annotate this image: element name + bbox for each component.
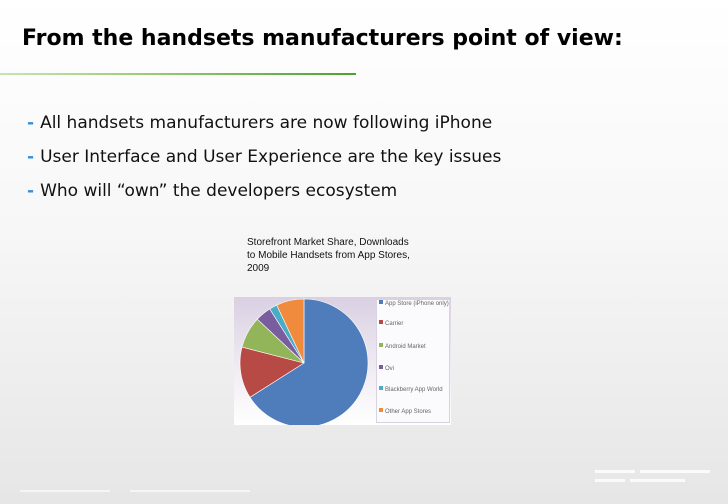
legend-label: Ovi xyxy=(385,366,394,372)
chart-title-line: 2009 xyxy=(247,263,270,274)
legend-item: Android Market xyxy=(379,343,449,351)
legend-swatch xyxy=(379,300,383,304)
bullet-marker: - xyxy=(27,147,35,167)
chart-title: Storefront Market Share, Downloads to Mo… xyxy=(247,236,457,275)
legend-label: Carrier xyxy=(385,321,404,327)
bullet-marker: - xyxy=(27,113,35,133)
bullet-marker: - xyxy=(27,181,35,201)
legend-swatch xyxy=(379,386,383,390)
legend-swatch xyxy=(379,320,383,324)
legend-item: Blackberry App World xyxy=(379,386,449,394)
bullet-text: Who will “own” the developers ecosystem xyxy=(40,181,398,201)
legend-item: App Store (iPhone only) xyxy=(379,300,449,308)
bullet-item: - All handsets manufacturers are now foll… xyxy=(27,111,501,145)
bullet-text: User Interface and User Experience are t… xyxy=(40,147,502,167)
legend-item: Ovi xyxy=(379,365,449,373)
pie-slice-other-app-stores xyxy=(276,298,305,364)
legend-item: Other App Stores xyxy=(379,408,449,416)
legend-swatch xyxy=(379,408,383,412)
bullet-text: All handsets manufacturers are now follo… xyxy=(40,113,493,133)
chart-legend: App Store (iPhone only) Carrier Android Ma… xyxy=(376,299,450,423)
legend-swatch xyxy=(379,343,383,347)
chart-title-line: to Mobile Handsets from App Stores, xyxy=(247,250,410,261)
bullet-item: - Who will “own” the developers ecosystem xyxy=(27,179,501,213)
slide-title: From the handsets manufacturers point of… xyxy=(22,26,623,51)
title-underline xyxy=(0,73,356,75)
legend-label: Android Market xyxy=(385,344,426,350)
chart-title-line: Storefront Market Share, Downloads xyxy=(247,237,409,248)
footer-decoration xyxy=(20,470,710,492)
legend-label: App Store (iPhone only) xyxy=(385,301,449,307)
legend-label: Blackberry App World xyxy=(385,387,443,393)
pie-chart xyxy=(239,298,369,425)
legend-item: Carrier xyxy=(379,320,449,328)
pie-slice-app-store-iphone-only xyxy=(249,298,369,425)
bullet-list: - All handsets manufacturers are now foll… xyxy=(27,111,501,213)
legend-label: Other App Stores xyxy=(385,409,432,415)
legend-swatch xyxy=(379,365,383,369)
bullet-item: - User Interface and User Experience are … xyxy=(27,145,501,179)
